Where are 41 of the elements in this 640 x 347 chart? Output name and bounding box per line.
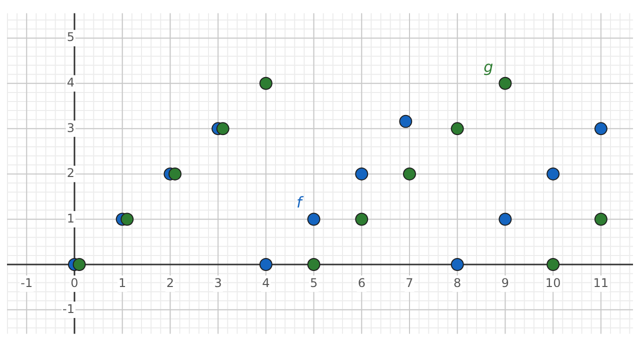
point [355,212,368,226]
point [307,258,320,272]
x-tick-label: 2 [166,276,174,290]
y-tick-label: -1 [62,302,74,316]
x-tick-label: 6 [358,276,366,290]
x-tick-label: 9 [501,276,510,290]
x-tick-label: 10 [545,276,561,290]
y-tick-label: 5 [66,30,74,44]
x-tick-label: -1 [20,276,33,290]
point [450,122,464,136]
y-tick-label: 3 [66,120,74,135]
series-label: g [484,58,494,76]
point [259,76,272,90]
point [120,212,134,226]
x-tick-label: 7 [406,276,414,290]
point [594,212,608,226]
point [450,258,464,272]
y-tick-label: 1 [66,211,74,226]
point [594,122,608,136]
point [216,122,230,136]
point [498,212,512,226]
x-tick-label: 0 [70,276,78,290]
point [355,167,368,180]
point [399,114,412,128]
x-tick-label: 11 [593,276,609,290]
point [546,258,560,272]
x-tick-label: 8 [454,276,462,290]
point [546,167,560,180]
point [72,258,86,272]
series-label: f [296,194,304,212]
x-tick-label: 3 [214,276,222,290]
point [402,167,416,180]
y-tick-label: 2 [66,166,74,180]
point [307,212,320,226]
point [259,258,272,272]
y-tick-label: 4 [66,76,74,90]
point [498,76,512,90]
point [168,167,182,180]
x-tick-label: 4 [262,276,270,290]
x-tick-label: 1 [118,276,126,290]
x-tick-label: 5 [310,276,318,290]
